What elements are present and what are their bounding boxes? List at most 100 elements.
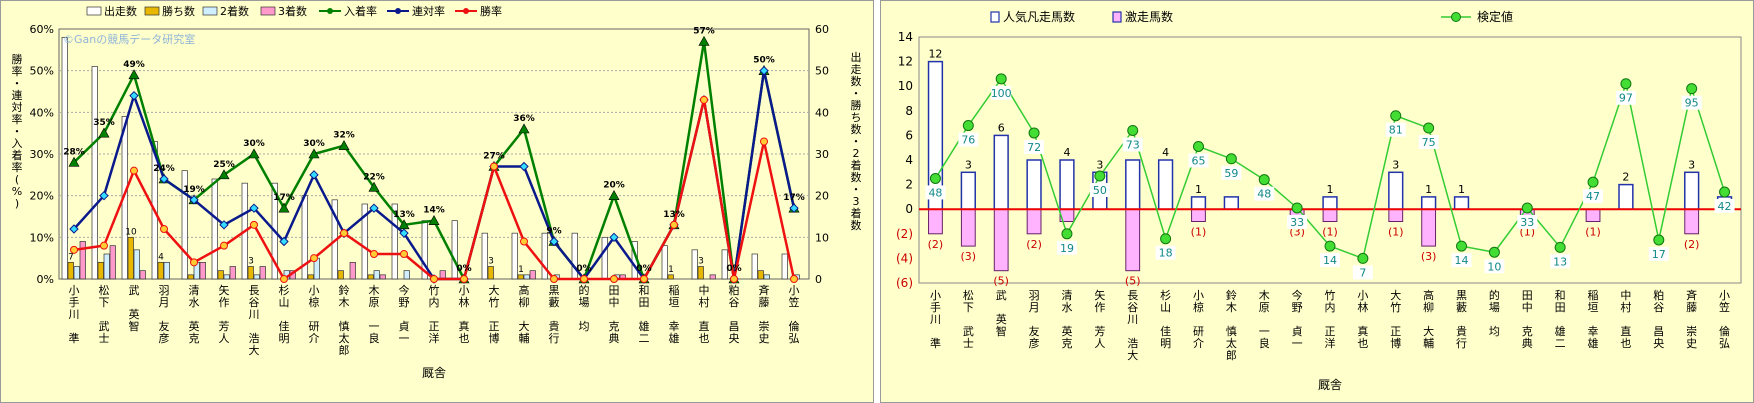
test-value-label-bg [1418,135,1439,150]
svg-text:小: 小 [309,284,320,297]
svg-text:浩: 浩 [249,332,260,345]
svg-text:慎: 慎 [339,319,350,333]
top3-rate-label: 24% [153,164,175,174]
upset-label: 3 [1096,158,1103,171]
svg-text:羽: 羽 [1029,289,1040,302]
jockey-label: 竹内 正洋 [429,283,440,345]
top3-rate-point [698,35,710,46]
svg-text:真: 真 [459,319,470,333]
jockey-label: 小林 真也 [1357,289,1368,350]
upset-chart: (6)(4)(2)0246810121412(2)3(3)6(5)(2)43(5… [896,9,1742,392]
svg-text:明: 明 [279,332,290,345]
top3-rate-label: 9% [546,227,561,237]
jockey-label: 今野 貞一 [1292,288,1303,350]
svg-text:小: 小 [930,289,941,302]
third-bar [109,245,116,280]
test-value-point [1357,252,1369,264]
upset-label: 3 [1688,158,1695,171]
svg-text:率: 率 [12,64,23,78]
svg-text:椋: 椋 [309,295,320,309]
test-value-label: 7 [1359,266,1366,279]
win-rate-point [490,162,498,171]
svg-text:・: ・ [12,125,23,138]
jockey-label: 羽月 友彦 [1029,289,1040,350]
wins-bar [67,261,74,280]
svg-text:2: 2 [853,147,860,160]
top3-rate-label: 13% [663,210,685,220]
jockey-label: 鈴木 慎太郎 [1226,288,1237,362]
win-rate-point [430,275,438,283]
test-value-label: 19 [1060,242,1074,255]
test-value-label-bg [1484,259,1505,274]
svg-text:昌: 昌 [729,320,740,333]
svg-text:倫: 倫 [1719,324,1730,338]
top2-rate-point [189,195,199,205]
win-rate-point [160,225,168,233]
left-tick-label: 0% [37,273,54,286]
test-value-label-bg [1385,122,1406,137]
legend-swatch [260,6,276,16]
svg-text:的: 的 [1489,288,1500,302]
jockey-label: 矢作 芳人 [219,283,230,345]
test-value-label: 14 [1455,254,1469,267]
legend-marker [395,8,401,14]
svg-text:水: 水 [189,296,200,309]
jockey-label: 高柳 大輔 [1423,288,1434,350]
svg-text:一: 一 [399,332,410,345]
top3-rate-label: 0% [636,264,651,274]
test-value-point [1686,83,1698,95]
svg-text:山: 山 [279,296,290,309]
second-bar [403,270,410,280]
svg-text:貴: 貴 [549,319,560,333]
jockey-label: 和田 雄二 [639,284,650,345]
svg-text:小: 小 [1193,289,1204,302]
win-rate-point [670,220,678,229]
svg-text:作: 作 [1094,301,1105,314]
svg-text:佳: 佳 [279,319,290,333]
svg-text:谷: 谷 [1127,301,1138,314]
upset-bar [1684,171,1700,210]
svg-text:率: 率 [12,160,23,174]
jockey-label: 小椋 研介 [309,284,320,345]
top2-rate-point [399,228,409,238]
top3-rate-label: 0% [456,264,471,274]
svg-text:大: 大 [489,283,500,297]
starts-bar [541,232,548,280]
jockey-label: 杉山 佳明 [1160,288,1171,350]
test-value-point [1225,153,1237,165]
starts-bar [361,203,368,280]
starts-bar [181,170,188,280]
test-value-label-bg [1024,139,1045,154]
wins-bar [337,270,344,280]
top3-rate-label: 25% [213,160,235,170]
svg-text:人: 人 [219,332,230,345]
svg-text:木: 木 [339,296,350,309]
x-axis-label: 厩舎 [422,366,446,380]
win-rate-point [130,166,138,175]
svg-text:人: 人 [1094,337,1105,350]
wins-bar [97,261,104,280]
win-rate-point [100,241,108,250]
svg-text:松: 松 [99,283,110,297]
test-value-label: 17 [1652,248,1666,261]
svg-text:郎: 郎 [339,343,350,357]
top3-rate-label: 17% [273,193,295,203]
svg-text:中: 中 [1522,301,1533,314]
svg-text:入: 入 [12,137,23,150]
svg-text:中: 中 [699,284,710,297]
svg-text:田: 田 [1555,301,1566,314]
test-value-point [1192,140,1204,152]
test-value-label-bg [1451,253,1472,268]
second-bar [373,270,380,280]
svg-text:準: 準 [930,336,941,350]
svg-text:彦: 彦 [1029,336,1040,350]
top3-rate-label: 32% [333,131,355,141]
top3-rate-point [278,202,290,213]
svg-text:直: 直 [699,319,710,333]
test-value-label: 100 [991,87,1012,100]
svg-text:弘: 弘 [789,332,800,345]
third-bar [379,274,386,280]
svg-text:粕: 粕 [729,283,740,297]
test-value-point [1258,174,1270,186]
svg-text:大: 大 [249,343,260,357]
